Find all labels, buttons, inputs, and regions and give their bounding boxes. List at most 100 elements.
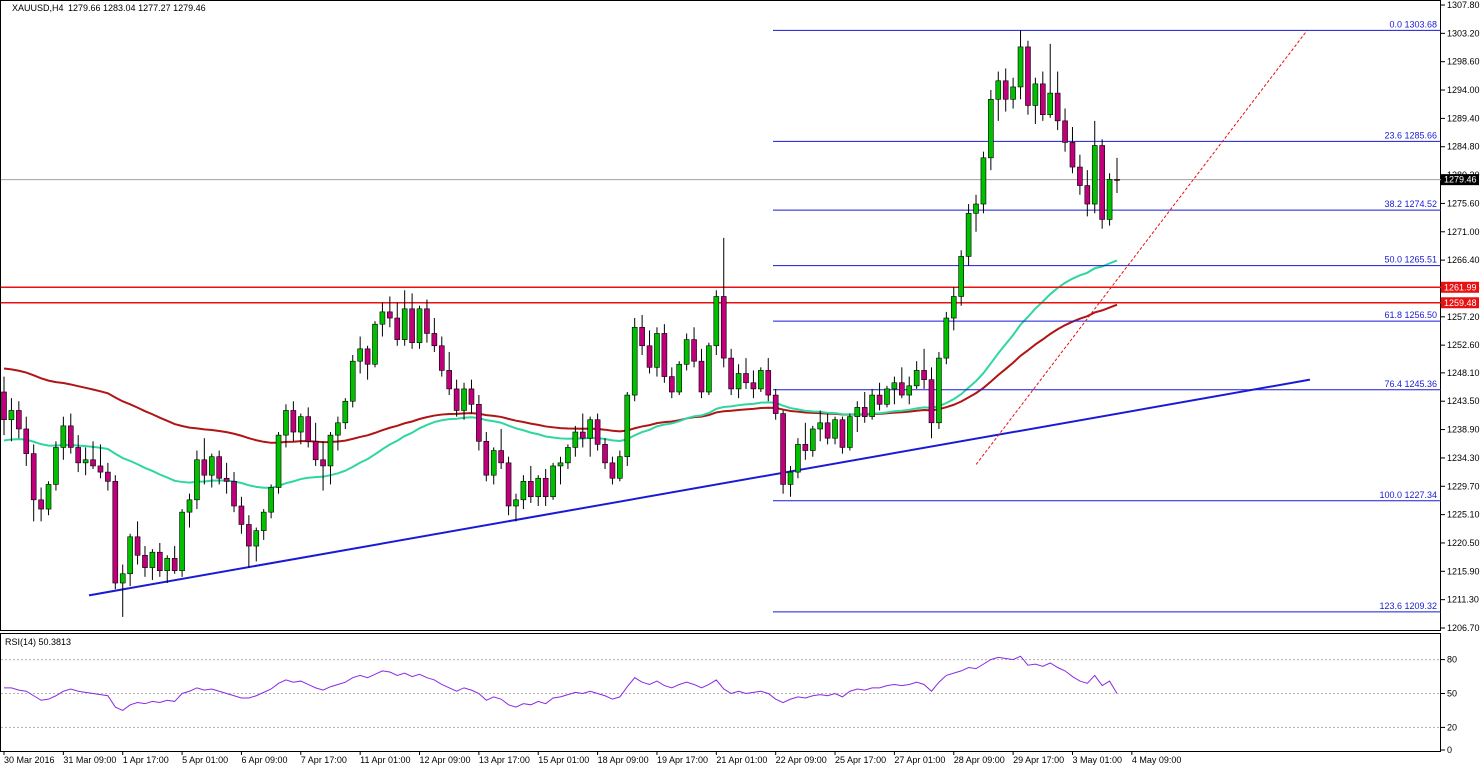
time-axis-label: 6 Apr 09:00: [241, 755, 287, 765]
candle-body: [157, 551, 163, 571]
candle-body: [283, 410, 289, 436]
candle-body: [973, 203, 979, 214]
candle-body: [16, 410, 22, 430]
candle-body: [461, 388, 467, 411]
candle-body: [260, 511, 267, 531]
candle-body: [609, 462, 616, 479]
candle-body: [498, 450, 504, 464]
price-axis-label: 1303.20: [1447, 28, 1480, 38]
candle-body: [1025, 46, 1031, 106]
candle-body: [891, 382, 898, 390]
candle-body: [194, 459, 200, 501]
fib-level-label: 123.6 1209.32: [1379, 601, 1437, 611]
fib-level-label: 0.0 1303.68: [1389, 19, 1437, 29]
candle-body: [305, 416, 312, 442]
time-axis-label: 1 Apr 17:00: [123, 755, 169, 765]
candle-body: [246, 524, 252, 547]
candle-body: [208, 456, 215, 476]
current-price-label: 1279.46: [1444, 175, 1477, 185]
candle-body: [179, 511, 185, 571]
candle-body: [476, 404, 482, 442]
candle-body: [112, 481, 119, 584]
candle-body: [327, 434, 334, 467]
candle-body: [82, 459, 89, 464]
resistance-price-label: 1261.99: [1444, 282, 1477, 292]
candle-body: [223, 477, 230, 482]
candle-body: [676, 363, 683, 393]
candle-body: [483, 440, 490, 476]
candle-body: [832, 419, 838, 439]
fib-level-label: 76.4 1245.36: [1384, 379, 1437, 389]
candle-body: [661, 333, 668, 377]
candle-body: [876, 394, 883, 405]
candle-body: [899, 382, 905, 396]
time-axis-label: 5 Apr 01:00: [182, 755, 228, 765]
candle-body: [149, 551, 156, 568]
candle-body: [691, 339, 697, 362]
price-axis-label: 1266.40: [1447, 255, 1480, 265]
candle-body: [119, 573, 126, 584]
candle-body: [913, 370, 920, 387]
candle-body: [275, 434, 282, 488]
candle-body: [1069, 142, 1076, 168]
candle-body: [780, 413, 786, 485]
candle-body: [706, 345, 712, 393]
candle-body: [379, 311, 386, 325]
candle-body: [490, 450, 497, 476]
rsi-line: [4, 655, 1118, 712]
candle-body: [847, 416, 853, 448]
candle-body: [60, 425, 67, 448]
price-axis-label: 1284.80: [1447, 142, 1480, 152]
candle-body: [698, 360, 705, 393]
candle-body: [817, 422, 824, 430]
candle-body: [45, 484, 52, 510]
candle-body: [765, 370, 772, 396]
time-axis-label: 12 Apr 09:00: [420, 755, 471, 765]
candle-body: [565, 447, 571, 464]
price-panel: 0.0 1303.68 23.6 1285.66 38.2 1274.52 50.0 …: [1, 19, 1441, 617]
candle-body: [854, 407, 861, 417]
price-axis-label: 1243.50: [1447, 396, 1480, 406]
candle-body: [1017, 46, 1024, 88]
candle-body: [1040, 83, 1046, 115]
time-axis-label: 25 Apr 17:00: [835, 755, 886, 765]
candle-body: [795, 444, 801, 473]
price-panel-frame: [0, 0, 1441, 631]
time-axis-label: 22 Apr 09:00: [776, 755, 827, 765]
candle-body: [787, 471, 794, 485]
fast-moving-average: [3, 259, 1118, 489]
price-axis-label: 1229.70: [1447, 481, 1480, 491]
candle-body: [53, 447, 59, 485]
time-axis-label: 4 May 09:00: [1132, 755, 1182, 765]
candle-body: [631, 326, 638, 396]
candle-body: [127, 536, 133, 575]
candle-body: [216, 456, 222, 479]
rsi-axis-label: 50: [1447, 689, 1457, 699]
candle-body: [528, 481, 534, 498]
candle-body: [758, 370, 764, 390]
candle-body: [713, 296, 720, 347]
candle-body: [1077, 166, 1083, 186]
price-axis-label: 1298.60: [1447, 57, 1480, 67]
candle-body: [602, 444, 608, 464]
fib-level-label: 23.6 1285.66: [1384, 130, 1437, 140]
candle-body: [268, 487, 274, 513]
candle-body: [1, 391, 7, 421]
candle-body: [743, 373, 749, 384]
time-axis-label: 13 Apr 17:00: [479, 755, 530, 765]
rsi-axis-label: 20: [1447, 722, 1457, 732]
candle-body: [943, 317, 950, 359]
candle-body: [1106, 179, 1113, 220]
resistance-price-label: 1259.48: [1444, 298, 1477, 308]
candle-body: [520, 481, 527, 501]
price-axis-label: 1271.00: [1447, 227, 1480, 237]
time-axis-label: 29 Apr 17:00: [1013, 755, 1064, 765]
time-axis-label: 19 Apr 17:00: [657, 755, 708, 765]
candle-body: [639, 326, 645, 347]
candle-body: [23, 428, 30, 454]
candle-body: [936, 357, 942, 424]
candle-body: [1062, 120, 1068, 143]
price-axis-label: 1234.30: [1447, 453, 1480, 463]
candle-body: [1099, 145, 1105, 220]
